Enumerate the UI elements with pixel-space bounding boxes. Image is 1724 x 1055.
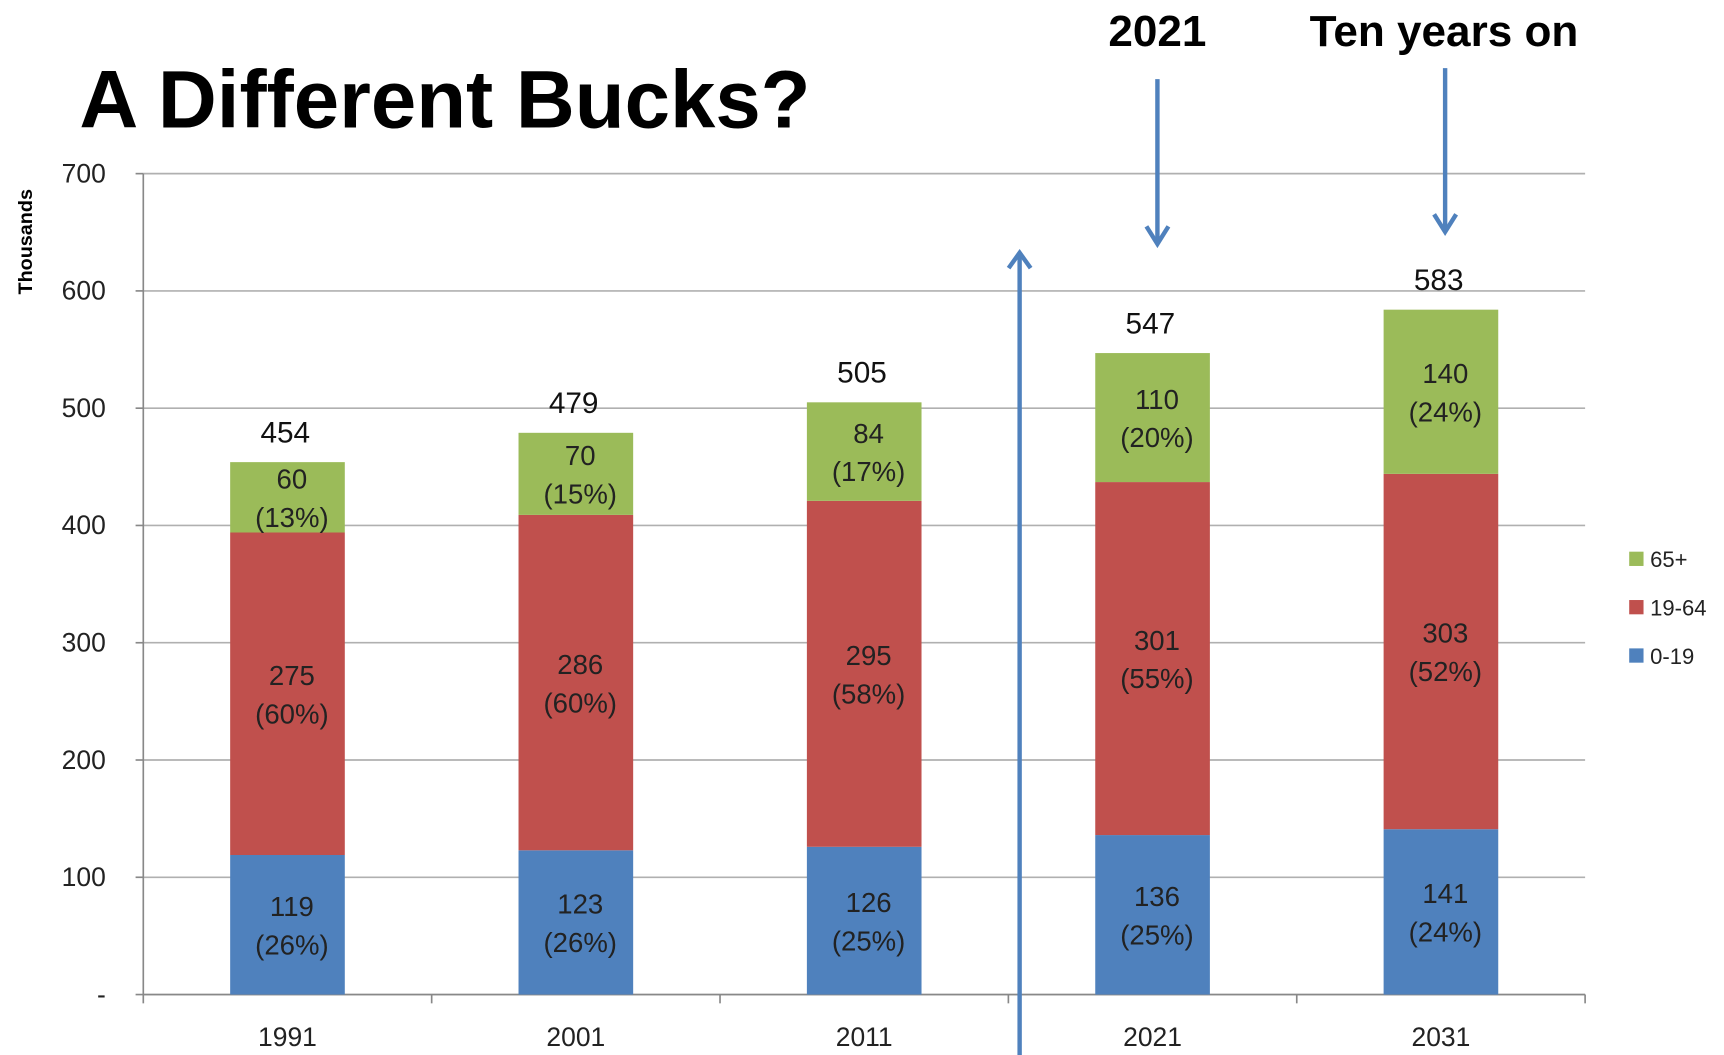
bar-segment bbox=[806, 402, 922, 501]
legend-swatch bbox=[1629, 551, 1644, 566]
annotation: Ten years on bbox=[1310, 7, 1579, 56]
data-label: 295 (58%) bbox=[832, 640, 905, 709]
y-tick-label: 500 bbox=[62, 393, 106, 423]
data-label: 123 (26%) bbox=[544, 889, 617, 958]
y-tick-label: 700 bbox=[62, 158, 106, 188]
bar-segment bbox=[1095, 353, 1210, 483]
bar-segment bbox=[518, 514, 634, 851]
data-label: 275 (60%) bbox=[255, 660, 328, 729]
y-axis-label: Thousands bbox=[15, 189, 37, 294]
data-label: 286 (60%) bbox=[544, 649, 617, 718]
legend-swatch bbox=[1629, 648, 1644, 663]
total-label: 505 bbox=[837, 357, 887, 390]
total-label: 454 bbox=[260, 416, 310, 449]
arrow-head bbox=[1144, 225, 1171, 249]
x-tick-label: 2031 bbox=[1412, 1022, 1471, 1052]
data-label: 119 (26%) bbox=[255, 891, 328, 960]
y-tick-label: 100 bbox=[62, 862, 106, 892]
data-label: 60 (13%) bbox=[255, 464, 328, 533]
x-tick-label: 2021 bbox=[1123, 1022, 1182, 1052]
data-label: 303 (52%) bbox=[1409, 618, 1482, 687]
chart-title: A Different Bucks? bbox=[79, 55, 810, 146]
bar-segment bbox=[806, 500, 922, 847]
bar-segment bbox=[806, 846, 922, 995]
total-label: 583 bbox=[1414, 264, 1464, 297]
plot: - 100 200 300 400 500 600 700 1991 119 (26%) 275 (60… bbox=[62, 158, 1707, 1052]
data-label: 84 (17%) bbox=[832, 418, 905, 487]
data-label: 136 (25%) bbox=[1120, 881, 1193, 950]
legend-label: 65+ bbox=[1650, 547, 1687, 572]
x-tick-label: 2001 bbox=[546, 1022, 605, 1052]
x-tick-label: 2011 bbox=[836, 1022, 893, 1052]
y-tick-label: 600 bbox=[62, 276, 106, 306]
y-tick-label: 300 bbox=[62, 628, 106, 658]
legend-label: 19-64 bbox=[1650, 595, 1706, 620]
bar-segment bbox=[230, 462, 345, 533]
bar-segment bbox=[1383, 309, 1499, 474]
bar-segment bbox=[230, 532, 345, 856]
data-label: 110 (20%) bbox=[1120, 384, 1193, 453]
bar-segment bbox=[518, 432, 634, 515]
data-label: 70 (15%) bbox=[544, 440, 617, 509]
legend-swatch bbox=[1629, 600, 1644, 615]
data-label: 141 (24%) bbox=[1409, 878, 1482, 947]
y-tick-label: - bbox=[97, 979, 106, 1009]
bar-segment bbox=[230, 855, 345, 995]
legend-label: 0-19 bbox=[1650, 644, 1694, 669]
x-tick-label: 1991 bbox=[258, 1022, 317, 1052]
annotation: 2021 bbox=[1108, 7, 1206, 56]
bar-segment bbox=[518, 850, 634, 995]
arrow-head bbox=[1006, 248, 1033, 270]
arrows bbox=[1006, 68, 1459, 1055]
bar-segment bbox=[1383, 829, 1499, 995]
data-label: 126 (25%) bbox=[832, 887, 905, 956]
arrow-head bbox=[1432, 213, 1459, 237]
data-label: 140 (24%) bbox=[1409, 358, 1482, 427]
total-label: 547 bbox=[1126, 307, 1176, 340]
total-label: 479 bbox=[549, 387, 599, 420]
bar-segment bbox=[1383, 473, 1499, 830]
bar-segment bbox=[1095, 835, 1210, 995]
data-label: 301 (55%) bbox=[1120, 625, 1193, 694]
y-tick-label: 200 bbox=[62, 745, 106, 775]
y-tick-label: 400 bbox=[62, 510, 106, 540]
bar-segment bbox=[1095, 482, 1210, 836]
